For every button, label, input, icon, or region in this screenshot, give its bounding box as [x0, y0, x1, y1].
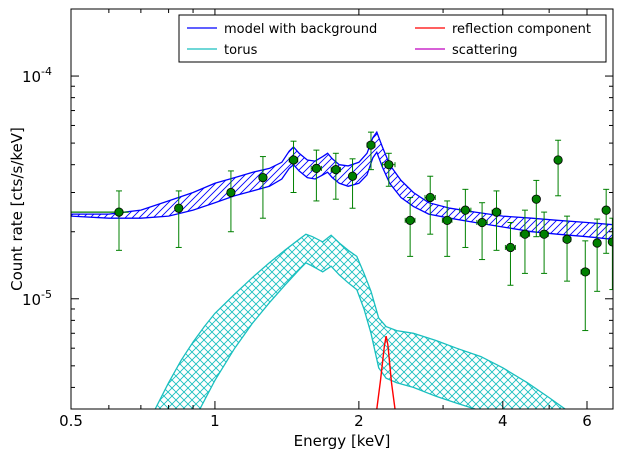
data-point-marker: [442, 215, 452, 225]
data-point-marker: [384, 160, 394, 170]
x-tick-label: 4: [498, 412, 508, 430]
legend-frame: [178, 14, 607, 63]
data-point: [347, 158, 358, 209]
data-point: [553, 139, 563, 197]
legend-label-torus: torus: [224, 43, 258, 58]
x-tick-label: 2: [354, 412, 364, 430]
legend: model with background reflection compone…: [178, 14, 607, 63]
data-point: [366, 131, 376, 171]
data-point-marker: [477, 217, 487, 228]
data-point: [381, 152, 396, 187]
data-point-marker: [531, 194, 541, 204]
data-point: [459, 188, 472, 248]
data-point-marker: [491, 207, 502, 217]
data-point-marker: [580, 267, 590, 277]
y-tick-label-exponent: -4: [41, 65, 52, 78]
data-point-marker: [592, 238, 602, 248]
data-point: [539, 211, 549, 274]
data-point-marker: [553, 155, 563, 165]
data-point: [519, 209, 531, 274]
data-point-marker: [347, 171, 358, 181]
y-tick-label-base: 10: [22, 291, 41, 309]
data-point-marker: [258, 172, 268, 183]
data-point: [174, 190, 184, 248]
torus-lower-line: [199, 262, 476, 409]
torus-upper-line: [154, 233, 566, 409]
x-axis-label: Energy [keV]: [294, 432, 391, 450]
data-point: [592, 218, 602, 292]
data-point: [288, 140, 299, 194]
data-point-marker: [425, 192, 435, 203]
data-point-marker: [288, 155, 299, 165]
torus-band-fill: [155, 234, 566, 409]
data-point-marker: [607, 237, 613, 247]
data-point: [476, 202, 488, 261]
model-with-background-band-fill: [71, 132, 613, 240]
data-point: [226, 170, 236, 233]
y-tick-label: 10-5: [22, 288, 52, 309]
data-point-marker: [539, 229, 549, 239]
data-point: [562, 215, 572, 282]
data-point-marker: [460, 205, 470, 215]
data-point-marker: [226, 187, 236, 198]
data-point-marker: [562, 234, 572, 244]
data-point: [114, 190, 124, 251]
data-point: [504, 222, 516, 286]
legend-label-scattering: scattering: [452, 43, 518, 58]
legend-label-reflection: reflection component: [452, 22, 591, 37]
y-axis-label: Count rate [cts/s/keV]: [8, 127, 26, 291]
x-tick-label: 0.5: [59, 412, 83, 430]
axes-frame: [70, 8, 614, 410]
data-point: [330, 152, 341, 200]
data-point-marker: [331, 165, 341, 175]
data-point: [310, 149, 322, 202]
legend-label-model: model with background: [224, 22, 377, 37]
data-point: [491, 190, 502, 251]
data-point: [601, 188, 611, 254]
axis-ticks: 0.5 1 2 4 610-510-4: [22, 8, 613, 430]
data-point: [607, 217, 613, 291]
y-tick-label: 10-4: [22, 65, 52, 86]
data-point-marker: [311, 163, 321, 173]
data-point: [580, 240, 590, 332]
reflection-component-line: [376, 335, 396, 409]
data-point: [531, 179, 541, 238]
data-point: [424, 175, 436, 235]
x-tick-label: 6: [582, 412, 592, 430]
data-point-marker: [114, 207, 124, 217]
data-point-marker: [505, 242, 516, 253]
y-tick-label-base: 10: [22, 68, 41, 86]
data-point-marker: [520, 229, 530, 239]
plot-area: [71, 130, 613, 409]
data-point: [404, 196, 416, 257]
data-point-marker: [366, 140, 376, 150]
data-point-marker: [405, 215, 415, 225]
data-point-marker: [601, 205, 611, 215]
data-point: [441, 200, 453, 257]
y-tick-label-exponent: -5: [41, 288, 52, 301]
data-point-marker: [174, 203, 184, 213]
data-point: [258, 156, 268, 219]
x-tick-label: 1: [210, 412, 220, 430]
